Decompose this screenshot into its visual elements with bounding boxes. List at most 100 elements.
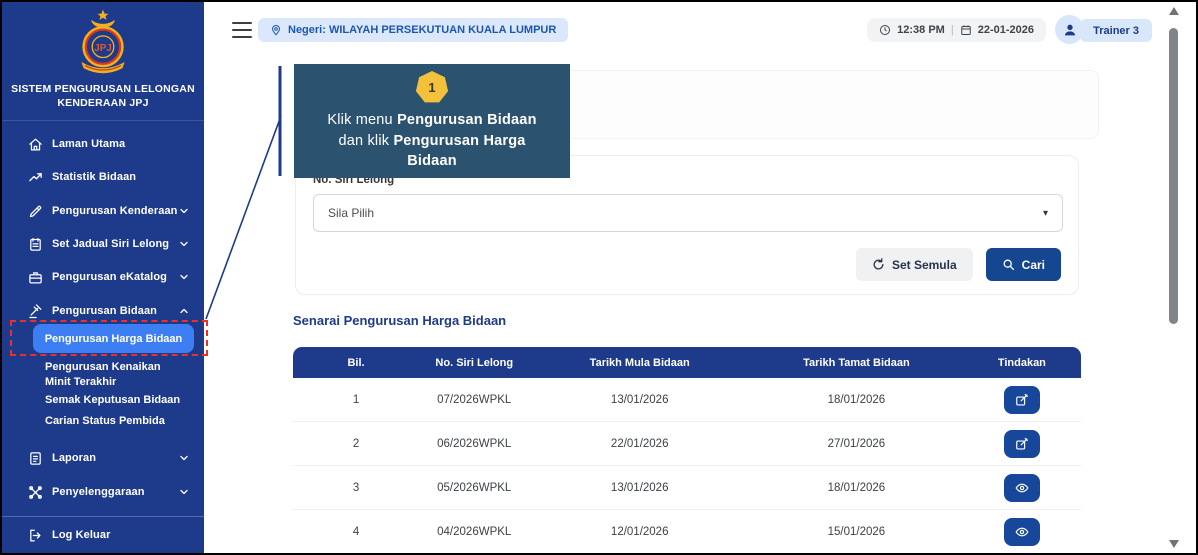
- user-role-badge[interactable]: Trainer 3: [1080, 19, 1152, 42]
- sidebar-item-label: Log Keluar: [52, 529, 111, 541]
- sidebar-item-carian-status-pembida[interactable]: Carian Status Pembida: [45, 415, 165, 427]
- app-title: SISTEM PENGURUSAN LELONGAN KENDERAAN JPJ: [11, 83, 195, 110]
- scrollbar-up-arrow[interactable]: [1169, 7, 1179, 15]
- chevron-down-icon: [180, 274, 188, 280]
- sidebar-divider: [2, 120, 204, 121]
- state-badge: Negeri: WILAYAH PERSEKUTUAN KUALA LUMPUR: [258, 18, 569, 42]
- cell-bil: 4: [352, 525, 360, 538]
- sidebar-item-label: Pengurusan Kenderaan: [52, 205, 178, 217]
- set-semula-button[interactable]: Set Semula: [855, 248, 973, 281]
- gavel-icon: [29, 303, 42, 318]
- scrollbar-thumb[interactable]: [1169, 28, 1178, 324]
- cell-bil: 3: [352, 481, 360, 494]
- cell-siri: 06/2026WPKL: [437, 437, 512, 450]
- chevron-down-icon: [180, 489, 188, 495]
- sidebar-item-label: Laman Utama: [52, 138, 126, 150]
- sidebar-item-statistik-bidaan[interactable]: Statistik Bidaan: [2, 166, 204, 188]
- view-button[interactable]: [1003, 517, 1040, 546]
- report-icon: [30, 451, 41, 465]
- cell-siri: 05/2026WPKL: [437, 481, 512, 494]
- cell-bil: 2: [352, 437, 360, 450]
- sidebar-item-set-jadual-siri-lelong[interactable]: Set Jadual Siri Lelong: [2, 233, 204, 255]
- edit-icon: [1016, 437, 1028, 450]
- time-text: 12:38 PM: [897, 24, 945, 36]
- sidebar-item-label: Statistik Bidaan: [52, 171, 137, 183]
- cell-siri: 04/2026WPKL: [437, 525, 512, 538]
- sidebar: JPJ SISTEM PENGURUSAN LELONGAN KENDERAAN…: [2, 2, 204, 553]
- sidebar-item-laporan[interactable]: Laporan: [2, 447, 204, 469]
- hamburger-menu-icon[interactable]: [232, 22, 252, 38]
- harga-bidaan-table: Bil. No. Siri Lelong Tarikh Mula Bidaan …: [293, 347, 1081, 553]
- cell-mula: 13/01/2026: [610, 393, 669, 406]
- scrollbar-down-arrow[interactable]: [1169, 540, 1179, 548]
- logout-divider: [2, 516, 204, 517]
- briefcase-icon: [29, 271, 42, 283]
- sidebar-item-laman-utama[interactable]: Laman Utama: [2, 133, 204, 155]
- clipboard-icon: [30, 237, 41, 251]
- chart-icon: [29, 172, 42, 181]
- edit-icon: [1016, 393, 1028, 406]
- table-header-row: Bil. No. Siri Lelong Tarikh Mula Bidaan …: [293, 347, 1081, 378]
- column-header-bil: Bil.: [347, 356, 365, 369]
- refresh-icon: [873, 258, 884, 270]
- column-header-siri: No. Siri Lelong: [435, 356, 514, 369]
- eye-icon: [1015, 483, 1029, 492]
- pencil-icon: [29, 205, 42, 217]
- sidebar-item-label: Pengurusan eKatalog: [52, 271, 167, 283]
- chevron-down-icon: ▾: [1042, 207, 1048, 219]
- date-text: 22-01-2026: [977, 24, 1034, 36]
- cell-tamat: 18/01/2026: [827, 481, 886, 494]
- search-panel: No. Siri Lelong Sila Pilih ▾ Set Semula …: [295, 155, 1079, 295]
- svg-text:JPJ: JPJ: [94, 43, 112, 54]
- column-header-mula: Tarikh Mula Bidaan: [589, 356, 690, 369]
- chevron-down-icon: [180, 241, 188, 247]
- cell-mula: 13/01/2026: [610, 481, 669, 494]
- sidebar-item-pengurusan-kenderaan[interactable]: Pengurusan Kenderaan: [2, 200, 204, 222]
- cell-mula: 12/01/2026: [610, 525, 669, 538]
- separator: |: [950, 24, 954, 36]
- view-button[interactable]: [1003, 473, 1040, 502]
- sidebar-item-label: Penyelenggaraan: [52, 486, 145, 498]
- tutorial-callout: 1 Klik menu Pengurusan Bidaan dan klik P…: [294, 64, 570, 178]
- sidebar-item-pengurusan-harga-bidaan[interactable]: Pengurusan Harga Bidaan: [33, 324, 194, 353]
- table-row: 4 04/2026WPKL 12/01/2026 15/01/2026: [293, 510, 1081, 553]
- sidebar-item-penyelenggaraan[interactable]: Penyelenggaraan: [2, 481, 204, 503]
- home-icon: [29, 138, 42, 150]
- sidebar-item-log-keluar[interactable]: Log Keluar: [2, 524, 204, 546]
- tutorial-instruction: Klik menu Pengurusan Bidaan dan klik Pen…: [327, 112, 537, 170]
- cell-tamat: 15/01/2026: [827, 525, 886, 538]
- chevron-down-icon: [180, 455, 188, 461]
- table-title: Senarai Pengurusan Harga Bidaan: [293, 313, 507, 328]
- sidebar-item-label: Set Jadual Siri Lelong: [52, 238, 170, 250]
- person-icon: [1064, 24, 1075, 35]
- cell-bil: 1: [352, 393, 360, 406]
- edit-button[interactable]: [1003, 429, 1040, 458]
- jpj-logo: JPJ: [2, 8, 204, 85]
- sidebar-item-label: Laporan: [52, 452, 97, 464]
- sidebar-item-label: Pengurusan Bidaan: [52, 305, 157, 317]
- clock-icon: [880, 25, 891, 35]
- cell-tamat: 27/01/2026: [827, 437, 886, 450]
- search-icon: [1003, 259, 1014, 271]
- eye-icon: [1015, 527, 1029, 536]
- step-number-badge: 1: [415, 71, 449, 103]
- chevron-up-icon: [180, 308, 188, 314]
- sidebar-item-pengurusan-bidaan[interactable]: Pengurusan Bidaan: [2, 300, 204, 322]
- sidebar-item-pengurusan-ekatalog[interactable]: Pengurusan eKatalog: [2, 266, 204, 288]
- calendar-icon: [960, 25, 971, 35]
- cell-mula: 22/01/2026: [610, 437, 669, 450]
- siri-lelong-select[interactable]: Sila Pilih ▾: [313, 194, 1063, 232]
- edit-button[interactable]: [1003, 385, 1040, 414]
- column-header-tamat: Tarikh Tamat Bidaan: [803, 356, 910, 369]
- table-row: 2 06/2026WPKL 22/01/2026 27/01/2026: [293, 422, 1081, 466]
- chevron-down-icon: [180, 208, 188, 214]
- cari-button[interactable]: Cari: [985, 248, 1061, 281]
- user-avatar[interactable]: [1055, 15, 1084, 44]
- sidebar-item-semak-keputusan-bidaan[interactable]: Semak Keputusan Bidaan: [45, 394, 181, 406]
- datetime-display: 12:38 PM | 22-01-2026: [867, 18, 1046, 42]
- cell-siri: 07/2026WPKL: [437, 393, 512, 406]
- logout-icon: [30, 529, 41, 541]
- location-pin-icon: [271, 25, 281, 36]
- sidebar-item-pengurusan-kenaikan-minit-terakhir[interactable]: Pengurusan Kenaikan Minit Terakhir: [45, 361, 161, 388]
